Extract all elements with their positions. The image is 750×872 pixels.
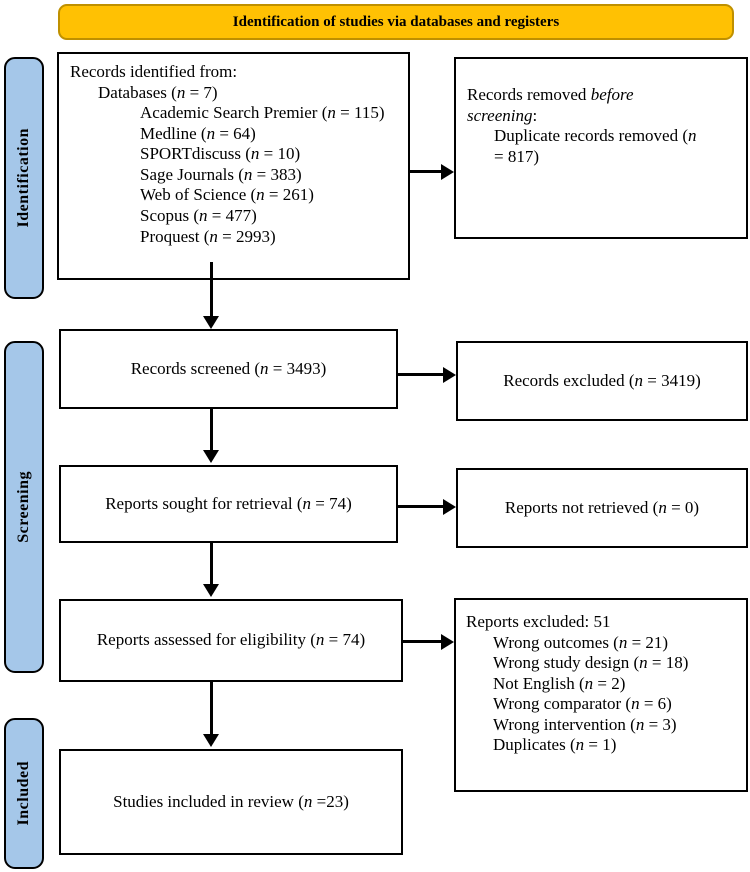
records-removed-item: Duplicate records removed (n = 817) [494,126,697,166]
database-item: Sage Journals (n = 383) [140,164,302,184]
records-identified-line2: Databases (n = 7) [98,82,218,102]
reports-excluded-line1: Reports excluded: 51 [466,612,611,631]
box-records-identified: Records identified from: Databases (n = … [57,52,410,280]
arrow-identified-to-removed [410,169,442,173]
exclusion-item: Wrong outcomes (n = 21) [493,632,669,652]
exclusion-item: Not English (n = 2) [493,673,626,693]
box-records-screened: Records screened (n = 3493) [59,329,398,409]
arrow-screened-to-excluded [398,372,444,376]
arrow-assessed-to-reportsexcluded [403,639,442,643]
arrowhead-screened-to-sought [203,450,219,463]
banner: Identification of studies via databases … [58,4,734,40]
database-item: Medline (n = 64) [140,123,256,143]
database-item: Web of Science (n = 261) [140,185,314,205]
arrowhead-sought-to-notretrieved [443,498,456,515]
arrowhead-identified-to-screened [203,316,219,329]
box-records-excluded: Records excluded (n = 3419) [456,341,748,421]
arrowhead-assessed-to-included [203,734,219,747]
box-studies-included: Studies included in review (n =23) [59,749,403,855]
box-reports-sought: Reports sought for retrieval (n = 74) [59,465,398,543]
banner-title: Identification of studies via databases … [232,13,560,30]
arrow-assessed-to-included [209,682,213,734]
exclusion-item: Wrong study design (n = 18) [493,653,689,673]
arrowhead-identified-to-removed [441,163,454,180]
exclusion-item: Duplicates (n = 1) [493,735,617,755]
box-reports-excluded: Reports excluded: 51 Wrong outcomes (n =… [454,598,748,792]
stage-label-screening: Screening [4,341,44,673]
arrow-identified-to-screened [209,262,213,317]
arrowhead-assessed-to-reportsexcluded [441,633,454,650]
exclusion-item: Wrong comparator (n = 6) [493,694,672,714]
arrowhead-sought-to-assessed [203,584,219,597]
arrow-screened-to-sought [209,409,213,450]
box-reports-assessed: Reports assessed for eligibility (n = 74… [59,599,403,682]
stage-label-identification: Identification [4,57,44,299]
database-item: Academic Search Premier (n = 115) [140,103,385,123]
arrow-sought-to-notretrieved [398,504,444,508]
arrowhead-screened-to-excluded [443,366,456,383]
exclusion-item: Wrong intervention (n = 3) [493,714,677,734]
stage-label-included: Included [4,718,44,869]
database-item: SPORTdiscuss (n = 10) [140,144,301,164]
box-reports-not-retrieved: Reports not retrieved (n = 0) [456,468,748,548]
arrow-sought-to-assessed [209,543,213,584]
database-item: Proquest (n = 2993) [140,226,276,246]
records-identified-line1: Records identified from: [70,62,238,81]
database-item: Scopus (n = 477) [140,205,257,225]
records-removed-line1: Records removed before screening: [467,85,634,125]
box-records-removed: Records removed before screening: Duplic… [454,57,748,239]
